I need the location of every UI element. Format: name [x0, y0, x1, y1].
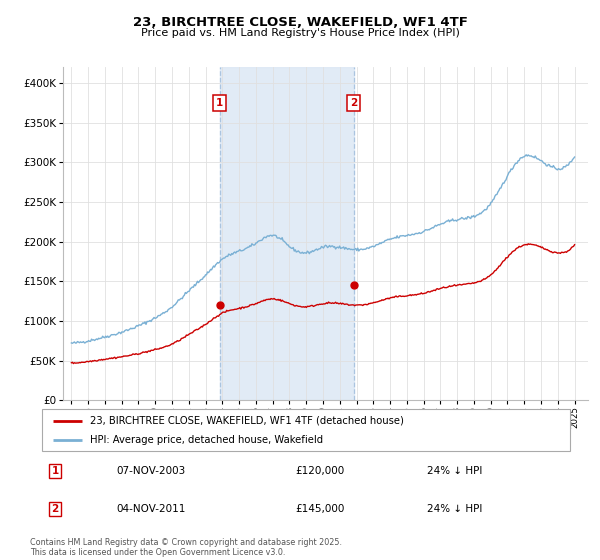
- FancyBboxPatch shape: [42, 409, 570, 451]
- Text: 23, BIRCHTREE CLOSE, WAKEFIELD, WF1 4TF: 23, BIRCHTREE CLOSE, WAKEFIELD, WF1 4TF: [133, 16, 467, 29]
- Bar: [220, 67, 354, 400]
- Text: HPI: Average price, detached house, Wakefield: HPI: Average price, detached house, Wake…: [89, 435, 323, 445]
- Text: 24% ↓ HPI: 24% ↓ HPI: [427, 466, 483, 476]
- Text: 04-NOV-2011: 04-NOV-2011: [116, 504, 185, 514]
- Text: 2: 2: [52, 504, 59, 514]
- Text: 23, BIRCHTREE CLOSE, WAKEFIELD, WF1 4TF (detached house): 23, BIRCHTREE CLOSE, WAKEFIELD, WF1 4TF …: [89, 416, 403, 426]
- Text: 07-NOV-2003: 07-NOV-2003: [116, 466, 185, 476]
- Text: Contains HM Land Registry data © Crown copyright and database right 2025.
This d: Contains HM Land Registry data © Crown c…: [30, 538, 342, 557]
- Text: 1: 1: [52, 466, 59, 476]
- Text: 1: 1: [216, 98, 223, 108]
- Text: £145,000: £145,000: [295, 504, 345, 514]
- Text: Price paid vs. HM Land Registry's House Price Index (HPI): Price paid vs. HM Land Registry's House …: [140, 28, 460, 38]
- Text: 24% ↓ HPI: 24% ↓ HPI: [427, 504, 483, 514]
- Text: £120,000: £120,000: [295, 466, 344, 476]
- Text: 2: 2: [350, 98, 358, 108]
